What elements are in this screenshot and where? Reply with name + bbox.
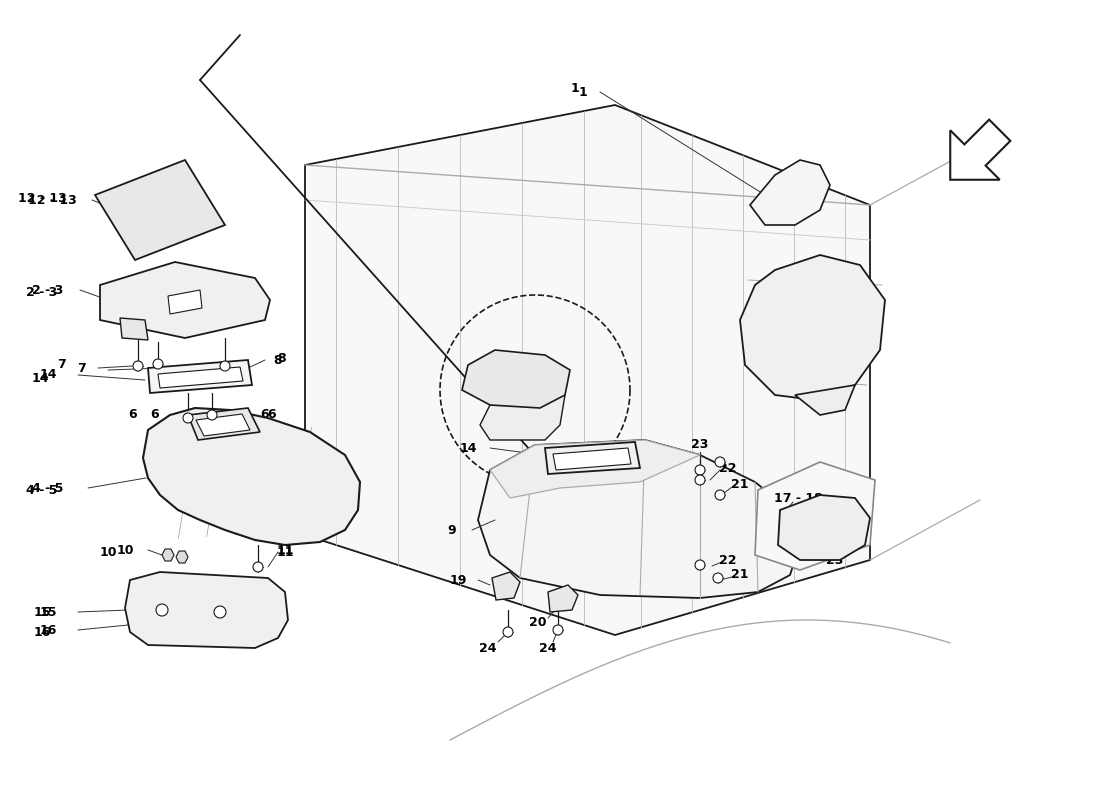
Text: 6: 6 [129, 409, 138, 422]
Polygon shape [148, 360, 252, 393]
Text: 1: 1 [579, 86, 587, 98]
Text: 22: 22 [719, 462, 737, 474]
Polygon shape [143, 408, 360, 545]
Text: 22: 22 [719, 554, 737, 566]
Circle shape [214, 606, 225, 618]
Text: 7: 7 [57, 358, 66, 371]
Text: 16: 16 [33, 626, 51, 638]
Text: 12 - 13: 12 - 13 [18, 191, 66, 205]
Text: 20: 20 [529, 615, 547, 629]
Circle shape [715, 490, 725, 500]
Polygon shape [125, 572, 288, 648]
Circle shape [713, 573, 723, 583]
Polygon shape [490, 440, 700, 498]
Circle shape [133, 361, 143, 371]
Polygon shape [162, 549, 174, 561]
Text: 24: 24 [480, 642, 497, 654]
Polygon shape [305, 105, 870, 635]
Polygon shape [544, 442, 640, 474]
Text: 6: 6 [261, 409, 270, 422]
Circle shape [253, 562, 263, 572]
Polygon shape [740, 255, 886, 400]
Text: 16: 16 [40, 623, 57, 637]
Text: 14: 14 [40, 369, 57, 382]
Polygon shape [462, 350, 570, 408]
Text: 21: 21 [732, 569, 749, 582]
Circle shape [156, 604, 168, 616]
Text: 6: 6 [267, 409, 276, 422]
Text: 15: 15 [33, 606, 51, 618]
Circle shape [153, 359, 163, 369]
Polygon shape [158, 367, 243, 388]
Polygon shape [188, 408, 260, 440]
Text: 12 - 13: 12 - 13 [28, 194, 76, 206]
Circle shape [695, 475, 705, 485]
Text: 8: 8 [277, 351, 286, 365]
Text: 9: 9 [448, 523, 456, 537]
Polygon shape [492, 572, 520, 600]
Text: 2 - 3: 2 - 3 [32, 283, 64, 297]
Text: 14: 14 [460, 442, 476, 454]
Polygon shape [950, 120, 1011, 180]
Polygon shape [196, 414, 250, 436]
Circle shape [503, 627, 513, 637]
Text: 24: 24 [539, 642, 557, 654]
Polygon shape [755, 462, 874, 570]
Text: 7: 7 [78, 362, 87, 374]
Polygon shape [778, 495, 870, 560]
Polygon shape [478, 440, 800, 598]
Circle shape [220, 361, 230, 371]
Text: 19: 19 [449, 574, 466, 586]
Circle shape [207, 410, 217, 420]
Text: 23: 23 [691, 438, 708, 451]
Circle shape [695, 465, 705, 475]
Text: 10: 10 [117, 543, 134, 557]
Text: 10: 10 [99, 546, 117, 558]
Text: 17 - 18: 17 - 18 [773, 491, 823, 505]
Text: 4 - 5: 4 - 5 [32, 482, 64, 494]
Text: 11: 11 [276, 546, 294, 558]
Polygon shape [480, 395, 565, 440]
Polygon shape [100, 262, 270, 338]
Text: 21: 21 [732, 478, 749, 491]
Polygon shape [176, 551, 188, 563]
Polygon shape [750, 160, 830, 225]
Text: 23: 23 [826, 554, 844, 566]
Text: 6: 6 [151, 409, 160, 422]
Polygon shape [168, 290, 202, 314]
Polygon shape [553, 448, 631, 470]
Text: 4 - 5: 4 - 5 [26, 483, 57, 497]
Text: 1: 1 [571, 82, 580, 94]
Polygon shape [95, 160, 226, 260]
Polygon shape [120, 318, 148, 340]
Text: 8: 8 [274, 354, 283, 366]
Polygon shape [548, 585, 578, 612]
Text: 11: 11 [276, 543, 294, 557]
Polygon shape [795, 385, 855, 415]
Circle shape [553, 625, 563, 635]
Text: 14: 14 [31, 371, 48, 385]
Circle shape [183, 413, 192, 423]
Circle shape [715, 457, 725, 467]
Text: 2 - 3: 2 - 3 [26, 286, 57, 298]
Circle shape [695, 560, 705, 570]
Text: 15: 15 [40, 606, 57, 618]
